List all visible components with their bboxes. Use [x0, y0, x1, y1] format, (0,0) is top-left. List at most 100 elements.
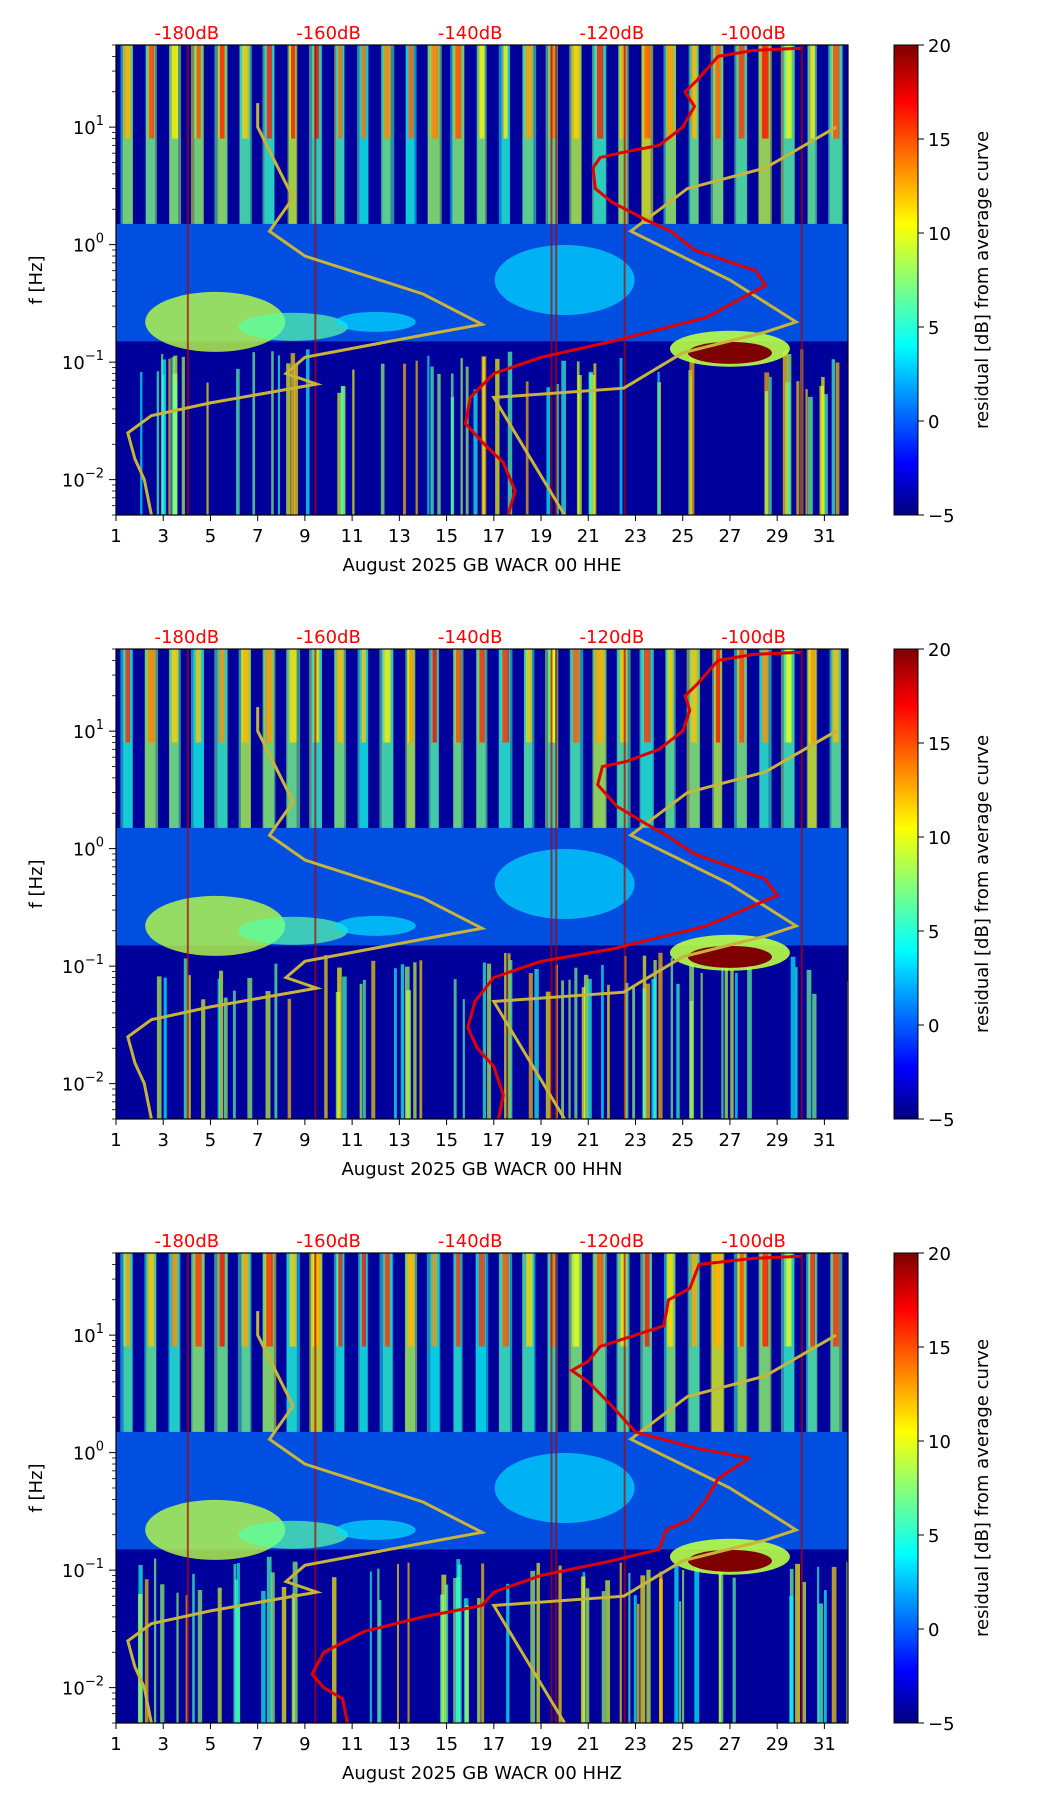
- x-tick-label: 7: [252, 526, 263, 547]
- red-curve: [310, 1254, 801, 1723]
- db-scale-label: -140dB: [438, 1231, 503, 1252]
- x-tick-label: 5: [205, 1130, 216, 1151]
- colorbar-tick-label: 20: [928, 1244, 951, 1265]
- y-tick-label: 10−1: [62, 1557, 104, 1582]
- colorbar-tick-label: −5: [928, 506, 955, 527]
- x-tick-label: 29: [766, 1734, 789, 1755]
- x-tick-label: 29: [766, 526, 789, 547]
- x-tick-label: 13: [388, 1130, 411, 1151]
- y-tick-label: 10−1: [62, 953, 104, 978]
- y-axis-title: f [Hz]: [26, 255, 47, 304]
- x-tick-label: 17: [482, 1734, 505, 1755]
- db-scale-label: -120dB: [580, 627, 645, 648]
- colorbar-tick-label: 10: [928, 1432, 951, 1453]
- x-tick-label: 1: [110, 1734, 121, 1755]
- x-axis-title: August 2025 GB WACR 00 HHZ: [342, 1763, 622, 1784]
- db-scale-label: -100dB: [721, 1231, 786, 1252]
- y-tick-label: 10−2: [62, 467, 104, 492]
- x-tick-label: 15: [435, 1130, 458, 1151]
- panel-hhz: 1 3 5 7 9 11 13 15 17 19 21 23 25 27 29 3110−210−110010…: [26, 1231, 993, 1784]
- y-tick-label: 100: [73, 232, 104, 257]
- colorbar-tick-label: 10: [928, 224, 951, 245]
- colorbar: [893, 44, 919, 516]
- db-scale-label: -100dB: [721, 23, 786, 44]
- db-scale-label: -160dB: [296, 627, 361, 648]
- colorbar-tick-label: 20: [928, 36, 951, 57]
- x-tick-label: 3: [157, 526, 168, 547]
- colorbar-tick-label: 20: [928, 640, 951, 661]
- x-tick-label: 9: [299, 526, 310, 547]
- olive-curve-right: [491, 729, 837, 1119]
- x-tick-label: 15: [435, 526, 458, 547]
- colorbar-tick-label: 15: [928, 130, 951, 151]
- olive-curve-left: [126, 1311, 487, 1723]
- colorbar-label: residual [dB] from average curve: [972, 131, 993, 429]
- x-tick-label: 27: [718, 526, 741, 547]
- y-tick-label: 101: [73, 114, 104, 139]
- x-tick-label: 19: [530, 1130, 553, 1151]
- x-tick-label: 31: [813, 1734, 836, 1755]
- y-tick-label: 100: [73, 1440, 104, 1465]
- x-axis-title: August 2025 GB WACR 00 HHN: [341, 1159, 622, 1180]
- x-tick-label: 7: [252, 1130, 263, 1151]
- db-scale-label: -100dB: [721, 627, 786, 648]
- x-tick-label: 21: [577, 526, 600, 547]
- x-tick-label: 1: [110, 526, 121, 547]
- x-tick-label: 25: [671, 1130, 694, 1151]
- colorbar: [893, 1252, 919, 1724]
- x-tick-label: 17: [482, 1130, 505, 1151]
- x-tick-label: 31: [813, 1130, 836, 1151]
- db-scale-label: -180dB: [155, 627, 220, 648]
- spectrogram-heatmap: [116, 45, 848, 515]
- x-tick-label: 11: [341, 526, 364, 547]
- x-tick-label: 1: [110, 1130, 121, 1151]
- x-tick-label: 23: [624, 526, 647, 547]
- x-tick-label: 7: [252, 1734, 263, 1755]
- x-tick-label: 5: [205, 1734, 216, 1755]
- colorbar-tick-label: 0: [928, 1016, 939, 1037]
- colorbar-tick-label: 0: [928, 412, 939, 433]
- spectrogram-heatmap: [116, 1253, 848, 1723]
- db-scale-label: -120dB: [580, 1231, 645, 1252]
- y-tick-label: 101: [73, 718, 104, 743]
- x-tick-label: 11: [341, 1734, 364, 1755]
- x-tick-label: 31: [813, 526, 836, 547]
- x-tick-label: 19: [530, 526, 553, 547]
- y-axis-title: f [Hz]: [26, 859, 47, 908]
- x-tick-label: 9: [299, 1734, 310, 1755]
- y-tick-label: 10−1: [62, 349, 104, 374]
- colorbar-tick-label: 5: [928, 318, 939, 339]
- colorbar-tick-label: 10: [928, 828, 951, 849]
- olive-curve-right: [491, 1333, 837, 1723]
- x-tick-label: 5: [205, 526, 216, 547]
- y-axis-title: f [Hz]: [26, 1463, 47, 1512]
- x-tick-label: 13: [388, 526, 411, 547]
- x-tick-label: 19: [530, 1734, 553, 1755]
- colorbar-label: residual [dB] from average curve: [972, 735, 993, 1033]
- x-tick-label: 23: [624, 1734, 647, 1755]
- colorbar-tick-label: 15: [928, 1338, 951, 1359]
- y-tick-label: 10−2: [62, 1071, 104, 1096]
- db-scale-label: -180dB: [155, 1231, 220, 1252]
- x-tick-label: 3: [157, 1130, 168, 1151]
- panel-hhn: 1 3 5 7 9 11 13 15 17 19 21 23 25 27 29 3110−210−110010…: [26, 627, 993, 1180]
- x-tick-label: 13: [388, 1734, 411, 1755]
- olive-curve-left: [126, 103, 487, 515]
- db-scale-label: -160dB: [296, 1231, 361, 1252]
- x-tick-label: 11: [341, 1130, 364, 1151]
- colorbar-tick-label: −5: [928, 1714, 955, 1735]
- db-scale-label: -180dB: [155, 23, 220, 44]
- x-tick-label: 27: [718, 1734, 741, 1755]
- colorbar-tick-label: 15: [928, 734, 951, 755]
- db-scale-label: -140dB: [438, 627, 503, 648]
- x-tick-label: 27: [718, 1130, 741, 1151]
- red-curve: [466, 650, 801, 1119]
- x-tick-label: 21: [577, 1130, 600, 1151]
- db-scale-label: -160dB: [296, 23, 361, 44]
- db-scale-label: -120dB: [580, 23, 645, 44]
- db-scale-label: -140dB: [438, 23, 503, 44]
- y-tick-label: 101: [73, 1322, 104, 1347]
- x-tick-label: 9: [299, 1130, 310, 1151]
- olive-curve-left: [126, 707, 487, 1119]
